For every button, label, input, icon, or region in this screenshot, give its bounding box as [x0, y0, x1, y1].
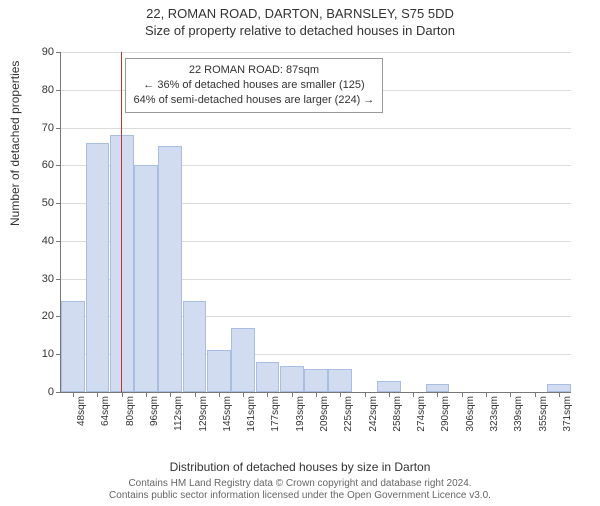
footer-line-2: Contains public sector information licen…	[0, 490, 600, 502]
ytick-label: 90	[24, 46, 54, 58]
ytick-label: 70	[24, 122, 54, 134]
xtick-mark	[316, 392, 317, 397]
xtick-mark	[195, 392, 196, 397]
xtick-label: 64sqm	[100, 396, 111, 426]
ytick-label: 40	[24, 235, 54, 247]
histogram-bar	[110, 135, 134, 392]
xtick-label: 193sqm	[295, 396, 306, 432]
x-axis-label: Distribution of detached houses by size …	[0, 460, 600, 474]
xtick-mark	[486, 392, 487, 397]
xtick-mark	[340, 392, 341, 397]
info-box-line: 64% of semi-detached houses are larger (…	[134, 93, 375, 108]
histogram-bar	[304, 369, 328, 392]
histogram-bar	[377, 381, 401, 392]
info-box-line: 22 ROMAN ROAD: 87sqm	[134, 63, 375, 78]
xtick-mark	[146, 392, 147, 397]
xtick-mark	[389, 392, 390, 397]
xtick-mark	[292, 392, 293, 397]
xtick-mark	[510, 392, 511, 397]
ytick-mark	[56, 241, 61, 242]
page-subtitle: Size of property relative to detached ho…	[0, 23, 600, 38]
page-title: 22, ROMAN ROAD, DARTON, BARNSLEY, S75 5D…	[0, 6, 600, 21]
xtick-mark	[73, 392, 74, 397]
xtick-mark	[97, 392, 98, 397]
ytick-mark	[56, 203, 61, 204]
ytick-label: 30	[24, 273, 54, 285]
ytick-label: 20	[24, 310, 54, 322]
gridline	[61, 52, 571, 53]
info-box: 22 ROMAN ROAD: 87sqm← 36% of detached ho…	[125, 58, 384, 113]
ytick-mark	[56, 52, 61, 53]
xtick-label: 323sqm	[489, 396, 500, 432]
xtick-label: 371sqm	[562, 396, 573, 432]
ytick-label: 50	[24, 197, 54, 209]
ytick-mark	[56, 165, 61, 166]
xtick-label: 177sqm	[270, 396, 281, 432]
histogram-bar	[547, 384, 571, 392]
xtick-label: 145sqm	[222, 396, 233, 432]
ytick-mark	[56, 128, 61, 129]
xtick-mark	[559, 392, 560, 397]
xtick-label: 209sqm	[319, 396, 330, 432]
ytick-mark	[56, 279, 61, 280]
histogram-bar	[328, 369, 352, 392]
histogram-bar	[207, 350, 231, 392]
xtick-mark	[365, 392, 366, 397]
xtick-label: 48sqm	[76, 396, 87, 426]
footer-attribution: Contains HM Land Registry data © Crown c…	[0, 478, 600, 502]
xtick-label: 258sqm	[392, 396, 403, 432]
reference-line	[121, 52, 122, 392]
xtick-label: 339sqm	[513, 396, 524, 432]
xtick-mark	[267, 392, 268, 397]
gridline	[61, 128, 571, 129]
xtick-mark	[535, 392, 536, 397]
histogram-bar	[256, 362, 280, 392]
info-box-line: ← 36% of detached houses are smaller (12…	[134, 78, 375, 93]
xtick-label: 355sqm	[538, 396, 549, 432]
xtick-label: 225sqm	[343, 396, 354, 432]
xtick-label: 274sqm	[416, 396, 427, 432]
xtick-label: 161sqm	[246, 396, 257, 432]
ytick-label: 80	[24, 84, 54, 96]
histogram-bar	[183, 301, 207, 392]
xtick-label: 80sqm	[125, 396, 136, 426]
histogram-bar	[280, 366, 304, 392]
xtick-mark	[170, 392, 171, 397]
xtick-label: 306sqm	[465, 396, 476, 432]
histogram-bar	[134, 165, 158, 392]
footer-line-1: Contains HM Land Registry data © Crown c…	[0, 478, 600, 490]
xtick-label: 96sqm	[149, 396, 160, 426]
xtick-label: 242sqm	[368, 396, 379, 432]
xtick-mark	[413, 392, 414, 397]
ytick-mark	[56, 90, 61, 91]
histogram-bar	[86, 143, 110, 392]
histogram-bar	[158, 146, 182, 392]
xtick-mark	[243, 392, 244, 397]
xtick-label: 112sqm	[173, 396, 184, 431]
xtick-mark	[122, 392, 123, 397]
histogram-bar	[426, 384, 450, 392]
ytick-label: 10	[24, 348, 54, 360]
histogram-bar	[231, 328, 255, 392]
plot-region: 48sqm64sqm80sqm96sqm112sqm129sqm145sqm16…	[60, 52, 571, 393]
ytick-label: 0	[24, 386, 54, 398]
y-axis-label: Number of detached properties	[8, 61, 22, 226]
xtick-label: 129sqm	[198, 396, 209, 432]
xtick-mark	[219, 392, 220, 397]
ytick-mark	[56, 392, 61, 393]
xtick-mark	[437, 392, 438, 397]
chart-area: 48sqm64sqm80sqm96sqm112sqm129sqm145sqm16…	[60, 52, 570, 410]
ytick-label: 60	[24, 159, 54, 171]
xtick-mark	[462, 392, 463, 397]
histogram-bar	[61, 301, 85, 392]
xtick-label: 290sqm	[440, 396, 451, 432]
